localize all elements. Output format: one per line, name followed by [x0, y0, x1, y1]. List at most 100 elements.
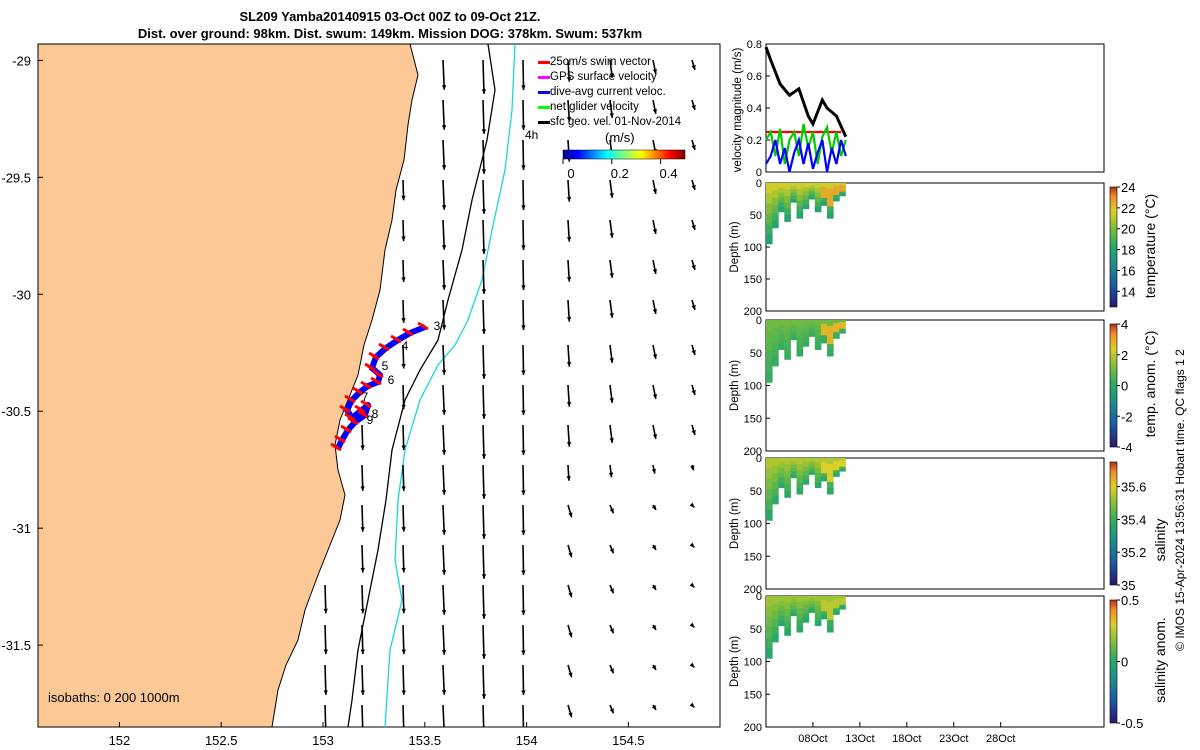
section-data-cell — [772, 327, 779, 336]
velocity-y-tick-label: 0 — [756, 167, 762, 179]
velocity-arrow — [522, 299, 525, 330]
section-data-cell — [802, 191, 810, 197]
section-data-cell — [778, 482, 785, 488]
velocity-arrowhead — [609, 113, 614, 118]
section-data-cell — [820, 331, 828, 336]
section-data-cell — [772, 190, 779, 199]
section-data-cell — [827, 626, 834, 633]
velocity-arrow — [482, 59, 485, 94]
velocity-y-tick-label: 0.4 — [747, 103, 762, 115]
section-data-cell — [772, 596, 779, 605]
velocity-arrow — [482, 299, 485, 334]
section-data-cell — [778, 334, 785, 341]
section-data-cell — [790, 323, 798, 328]
swim-vector — [367, 364, 376, 372]
velocity-arrowhead — [689, 622, 695, 628]
section-data-cell — [820, 607, 828, 612]
section-data-cell — [814, 320, 822, 326]
section-data-cell — [814, 192, 822, 198]
velocity-arrowhead — [401, 527, 406, 532]
velocity-arrowhead — [521, 85, 526, 90]
section-data-cell — [802, 324, 810, 330]
section-data-cell — [784, 484, 791, 492]
map-y-tick-label: -31.5 — [1, 638, 31, 653]
section-data-cell — [796, 350, 804, 357]
section-data-cell — [833, 183, 840, 187]
section-data-cell — [778, 605, 785, 612]
salinity-colorbar-label: salinity — [1152, 518, 1168, 562]
velocity-arrowhead — [691, 430, 696, 435]
section-data-cell — [808, 185, 816, 189]
swim-vector — [337, 436, 346, 444]
colorbar-tick-label: 35 — [1121, 578, 1135, 593]
map-x-tick-label: 153 — [312, 733, 334, 748]
section-data-cell — [833, 194, 840, 199]
legend-label: dive-avg current veloc. — [550, 86, 666, 98]
section-data-cell — [802, 320, 810, 325]
section-data-cell — [827, 458, 834, 465]
section-data-cell — [796, 470, 804, 477]
section-data-cell — [839, 598, 846, 601]
velocity-arrowhead — [441, 690, 447, 695]
section-data-cell — [766, 371, 773, 383]
velocity-arrowhead — [652, 394, 658, 399]
velocity-arrowhead — [441, 370, 447, 375]
velocity-arrow — [402, 584, 405, 614]
velocity-arrow — [522, 424, 525, 455]
velocity-arrowhead — [652, 434, 658, 439]
legend-label: GPS surface velocity — [550, 71, 657, 83]
section-data-cell — [778, 472, 785, 479]
colorbar-tick-label: 0.5 — [1121, 593, 1139, 608]
section-y-tick-label: 150 — [744, 274, 762, 286]
velocity-arrowhead — [651, 705, 657, 710]
section-data-cell — [766, 468, 773, 480]
map-x-tick-label: 152 — [109, 733, 131, 748]
section-data-cell — [802, 475, 810, 481]
velocity-arrowhead — [401, 486, 406, 491]
section-data-cell — [833, 197, 840, 202]
velocity-arrow — [522, 504, 525, 535]
velocity-arrow — [442, 59, 446, 90]
velocity-arrow — [442, 504, 446, 535]
section-data-cell — [820, 469, 828, 474]
velocity-arrow — [361, 584, 364, 614]
section-data-cell — [827, 200, 834, 207]
section-data-cell — [790, 461, 798, 466]
section-data-cell — [796, 326, 804, 333]
legend-label: 25cm/s swim vector — [550, 56, 651, 68]
velocity-arrowhead — [401, 404, 406, 410]
section-data-cell — [820, 465, 828, 470]
section-data-cell — [820, 190, 828, 195]
section-data-cell — [772, 496, 779, 505]
section-y-tick-label: 200 — [744, 446, 762, 458]
section-y-tick-label: 200 — [744, 306, 762, 318]
velocity-arrowhead — [441, 205, 447, 210]
section-data-cell — [839, 596, 846, 599]
section-data-cell — [766, 193, 773, 204]
section-data-cell — [814, 339, 822, 346]
velocity-arrowhead — [441, 530, 447, 535]
section-data-cell — [827, 338, 834, 345]
velocity-arrowhead — [566, 197, 572, 202]
section-data-cell — [839, 460, 846, 463]
velocity-arrowhead — [566, 77, 572, 82]
section-data-cell — [827, 326, 834, 333]
velocity-arrowhead — [441, 245, 447, 250]
section-data-cell — [778, 600, 785, 607]
credit-text: © IMOS 15-Apr-2024 13:56:31 Hobart time.… — [1173, 349, 1187, 651]
section-data-cell — [808, 196, 816, 200]
section-data-cell — [778, 192, 785, 198]
section-data-cell — [790, 474, 798, 479]
section-data-cell — [772, 488, 779, 497]
velocity-arrowhead — [609, 508, 614, 514]
section-data-cell — [827, 183, 834, 190]
section-data-cell — [833, 461, 840, 465]
section-data-cell — [839, 326, 846, 330]
section-colorbar — [1109, 186, 1118, 308]
colorbar-tick-label: 24 — [1121, 180, 1135, 195]
velocity-arrow — [522, 544, 525, 575]
section-data-cell — [766, 509, 773, 521]
velocity-arrowhead — [652, 309, 658, 314]
section-data-cell — [778, 324, 785, 331]
section-data-cell — [814, 344, 822, 350]
